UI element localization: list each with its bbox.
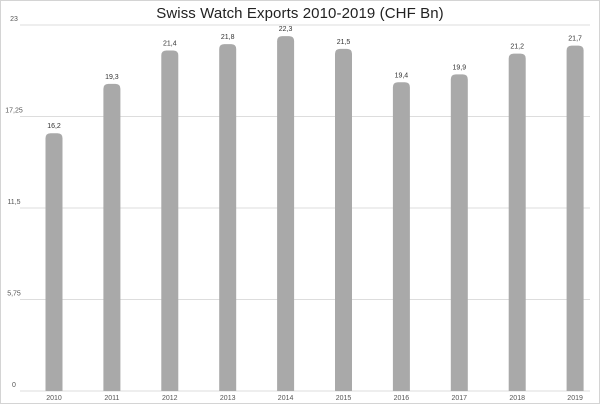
- x-tick-label: 2012: [162, 395, 178, 402]
- chart-title: Swiss Watch Exports 2010-2019 (CHF Bn): [156, 5, 444, 22]
- y-tick-label: 23: [10, 16, 18, 23]
- bar: [161, 50, 179, 391]
- bar-value-label: 16,2: [47, 123, 61, 130]
- bar: [566, 45, 584, 392]
- bar-value-label: 19,3: [105, 74, 119, 81]
- bar-value-label: 21,2: [510, 44, 524, 51]
- x-tick-label: 2010: [46, 395, 62, 402]
- x-tick-label: 2019: [567, 395, 583, 402]
- bar: [508, 53, 526, 391]
- bar-value-label: 21,7: [568, 36, 582, 43]
- bar: [277, 36, 295, 391]
- y-tick-label: 5,75: [7, 291, 21, 298]
- x-tick-label: 2014: [278, 395, 294, 402]
- bar-value-label: 21,4: [163, 40, 177, 47]
- bar: [45, 133, 63, 392]
- bar-value-label: 21,5: [337, 39, 351, 46]
- bar-value-label: 19,9: [452, 64, 466, 71]
- x-tick-label: 2015: [336, 395, 352, 402]
- bar: [392, 82, 410, 391]
- x-tick-label: 2018: [509, 395, 525, 402]
- bar: [450, 74, 468, 391]
- bar: [103, 83, 121, 391]
- bar: [335, 48, 352, 391]
- bar-value-label: 22,3: [279, 26, 293, 33]
- y-tick-label: 11,5: [7, 199, 20, 206]
- x-tick-label: 2016: [394, 395, 410, 402]
- bar-value-label: 19,4: [395, 72, 409, 79]
- y-tick-label: 0: [12, 382, 16, 389]
- x-tick-label: 2017: [452, 395, 468, 402]
- y-tick-label: 17,25: [5, 108, 23, 115]
- bar-value-label: 21,8: [221, 34, 235, 41]
- bar: [219, 44, 237, 392]
- x-tick-label: 2013: [220, 395, 236, 402]
- x-tick-label: 2011: [104, 395, 119, 402]
